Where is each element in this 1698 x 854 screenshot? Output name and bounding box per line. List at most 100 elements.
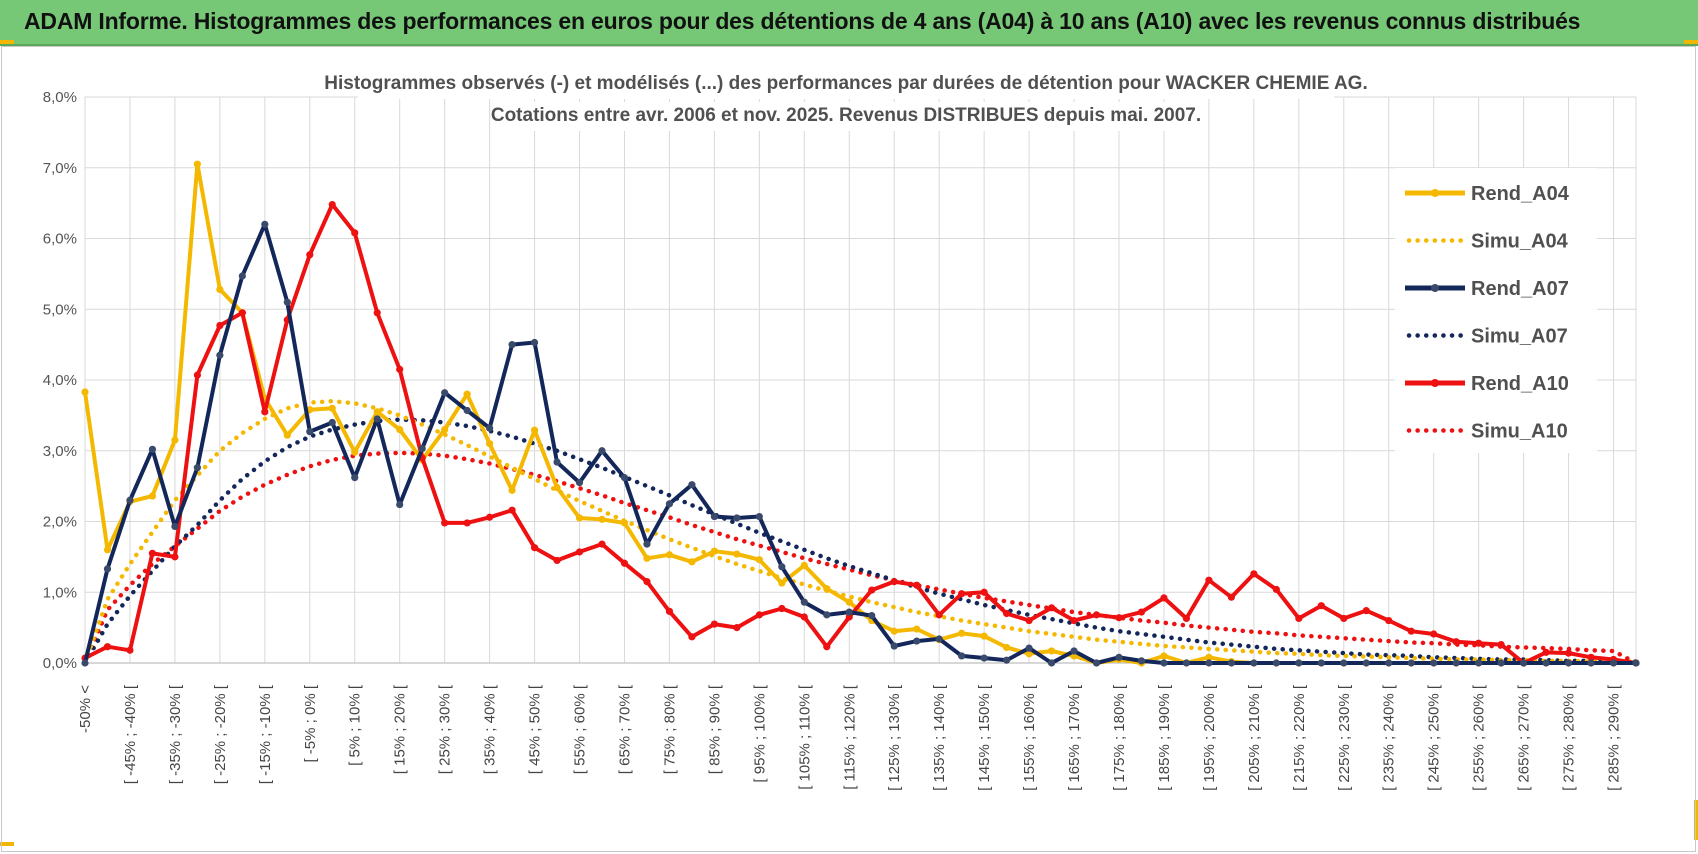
data-point bbox=[306, 428, 314, 436]
data-point bbox=[373, 309, 381, 317]
data-point bbox=[1587, 659, 1595, 667]
data-point bbox=[1542, 648, 1550, 656]
legend-label: Rend_A07 bbox=[1471, 278, 1569, 300]
y-tick-label: 7,0% bbox=[43, 160, 77, 177]
data-point bbox=[1070, 647, 1078, 655]
data-point bbox=[351, 448, 359, 456]
data-point bbox=[710, 620, 718, 628]
data-point bbox=[845, 598, 853, 606]
legend-item-rend-a10: Rend_A10 bbox=[1405, 373, 1569, 395]
data-point bbox=[216, 285, 224, 294]
chart-title-bg bbox=[357, 70, 1335, 99]
data-point bbox=[1407, 659, 1415, 667]
x-tick-label: [ 275% ; 280% [ bbox=[1561, 684, 1578, 791]
y-tick-label: 1,0% bbox=[43, 584, 77, 601]
data-point bbox=[530, 544, 539, 552]
data-point bbox=[1362, 659, 1370, 667]
data-point bbox=[351, 229, 359, 237]
x-tick-label: [ 5% ; 10% [ bbox=[347, 684, 364, 766]
data-point bbox=[306, 251, 314, 259]
data-point bbox=[1250, 659, 1258, 667]
y-axis: 0,0% 1,0% 2,0% 3,0% 4,0% 5,0% 6,0% 7,0% 8,0% bbox=[43, 89, 77, 672]
data-point bbox=[1092, 611, 1101, 619]
data-point bbox=[171, 522, 179, 531]
y-tick-label: 3,0% bbox=[43, 443, 77, 460]
data-point bbox=[890, 642, 898, 650]
data-point bbox=[823, 643, 831, 651]
data-point bbox=[598, 540, 606, 548]
data-point bbox=[1609, 659, 1618, 667]
x-tick-label: [ 175% ; 180% [ bbox=[1111, 684, 1128, 791]
series-rend-a10 bbox=[81, 200, 1640, 667]
data-point bbox=[1115, 653, 1123, 661]
x-tick-label: [ 215% ; 220% [ bbox=[1291, 684, 1308, 791]
data-point bbox=[418, 445, 426, 453]
legend-item-simu-a04: Simu_A04 bbox=[1406, 231, 1569, 253]
x-tick-label: [ -15% ; -10% [ bbox=[257, 684, 274, 784]
x-tick-label: [ 135% ; 140% [ bbox=[931, 684, 948, 791]
data-point bbox=[486, 440, 494, 448]
x-tick-label: [ 125% ; 130% [ bbox=[886, 684, 903, 791]
data-point bbox=[261, 408, 269, 416]
data-point bbox=[463, 406, 471, 415]
data-point bbox=[508, 486, 516, 494]
data-point bbox=[238, 309, 246, 317]
x-tick-label: [ 265% ; 270% [ bbox=[1516, 684, 1533, 791]
x-tick-label: [ 195% ; 200% [ bbox=[1201, 684, 1218, 791]
data-point bbox=[733, 624, 741, 632]
data-point bbox=[1497, 641, 1505, 649]
data-point bbox=[823, 611, 831, 619]
data-point bbox=[598, 515, 606, 523]
data-point bbox=[81, 659, 89, 667]
legend-marker bbox=[1431, 379, 1439, 387]
data-point bbox=[1407, 627, 1415, 635]
data-point bbox=[688, 481, 696, 489]
data-point bbox=[1520, 659, 1528, 667]
x-axis: -50% < [ -45% ; -40% [[ -35% ; -30% [[ -2… bbox=[77, 662, 1636, 791]
x-tick-label: [ 165% ; 170% [ bbox=[1066, 684, 1083, 791]
data-point bbox=[1542, 659, 1550, 667]
data-point bbox=[913, 637, 921, 645]
data-point bbox=[800, 561, 808, 569]
data-point bbox=[980, 632, 988, 640]
data-point bbox=[575, 478, 584, 487]
data-point bbox=[1137, 608, 1146, 616]
data-point bbox=[643, 554, 651, 562]
data-point bbox=[1160, 652, 1168, 660]
data-point bbox=[1272, 659, 1280, 667]
data-point bbox=[1092, 659, 1101, 667]
data-point bbox=[1340, 614, 1348, 623]
data-point bbox=[1205, 659, 1213, 667]
data-point bbox=[913, 581, 921, 589]
x-tick-label: [ 25% ; 30% [ bbox=[437, 684, 454, 774]
page-title: ADAM Informe. Histogrammes des performan… bbox=[24, 8, 1581, 34]
data-point bbox=[778, 604, 786, 613]
data-point bbox=[1452, 638, 1460, 646]
data-point bbox=[530, 426, 539, 434]
x-tick-label: [ 65% ; 70% [ bbox=[616, 684, 633, 774]
data-point bbox=[913, 625, 921, 633]
legend-item-rend-a04: Rend_A04 bbox=[1405, 183, 1570, 205]
data-point bbox=[373, 408, 381, 416]
data-point bbox=[1047, 659, 1056, 667]
data-point bbox=[283, 431, 291, 439]
x-tick-label: [ 95% ; 100% [ bbox=[751, 684, 768, 782]
data-point bbox=[1385, 659, 1393, 667]
data-point bbox=[778, 579, 786, 587]
data-point bbox=[958, 629, 966, 637]
data-point bbox=[553, 483, 561, 492]
data-point bbox=[171, 553, 179, 561]
data-point bbox=[328, 200, 336, 209]
data-point bbox=[1227, 593, 1235, 601]
legend-marker bbox=[1431, 284, 1439, 292]
data-point bbox=[1632, 659, 1640, 667]
data-point bbox=[1137, 657, 1146, 665]
data-point bbox=[396, 365, 404, 373]
data-point bbox=[665, 551, 674, 559]
data-point bbox=[710, 512, 718, 521]
x-tick-label: [ 145% ; 150% [ bbox=[976, 684, 993, 791]
data-point bbox=[441, 389, 449, 397]
data-point bbox=[216, 321, 224, 330]
y-tick-label: 4,0% bbox=[43, 372, 77, 389]
y-tick-label: 6,0% bbox=[43, 231, 77, 248]
